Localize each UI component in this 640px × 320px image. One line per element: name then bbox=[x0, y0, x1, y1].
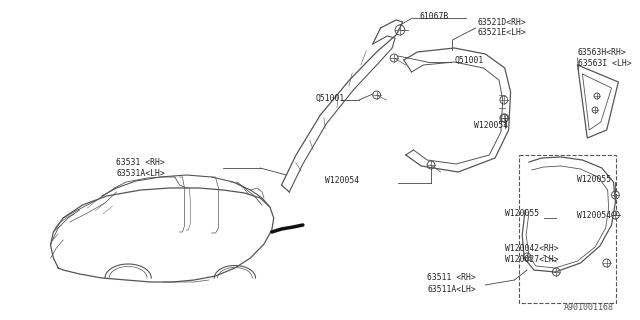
Text: 63521D<RH>: 63521D<RH> bbox=[477, 18, 526, 27]
Text: 63511A<LH>: 63511A<LH> bbox=[427, 284, 476, 293]
Text: 63521E<LH>: 63521E<LH> bbox=[477, 28, 526, 36]
Text: W120027<LH>: W120027<LH> bbox=[505, 254, 558, 263]
Text: 63511 <RH>: 63511 <RH> bbox=[427, 274, 476, 283]
Text: W120042<RH>: W120042<RH> bbox=[505, 244, 558, 252]
Text: W120054: W120054 bbox=[325, 175, 359, 185]
Text: 63563H<RH>: 63563H<RH> bbox=[577, 47, 627, 57]
Text: 63531A<LH>: 63531A<LH> bbox=[116, 169, 165, 178]
Text: W120054: W120054 bbox=[577, 211, 611, 220]
Text: Q51001: Q51001 bbox=[454, 55, 484, 65]
Text: 63563I <LH>: 63563I <LH> bbox=[577, 59, 631, 68]
Text: W120054: W120054 bbox=[474, 121, 508, 130]
Text: A901001168: A901001168 bbox=[563, 303, 614, 312]
Text: 61067B: 61067B bbox=[419, 12, 449, 20]
Text: 63531 <RH>: 63531 <RH> bbox=[116, 157, 165, 166]
Text: Q51001: Q51001 bbox=[316, 93, 344, 102]
Text: W120055: W120055 bbox=[577, 174, 611, 183]
Bar bbox=[519, 155, 616, 303]
Text: W120055: W120055 bbox=[505, 209, 539, 218]
